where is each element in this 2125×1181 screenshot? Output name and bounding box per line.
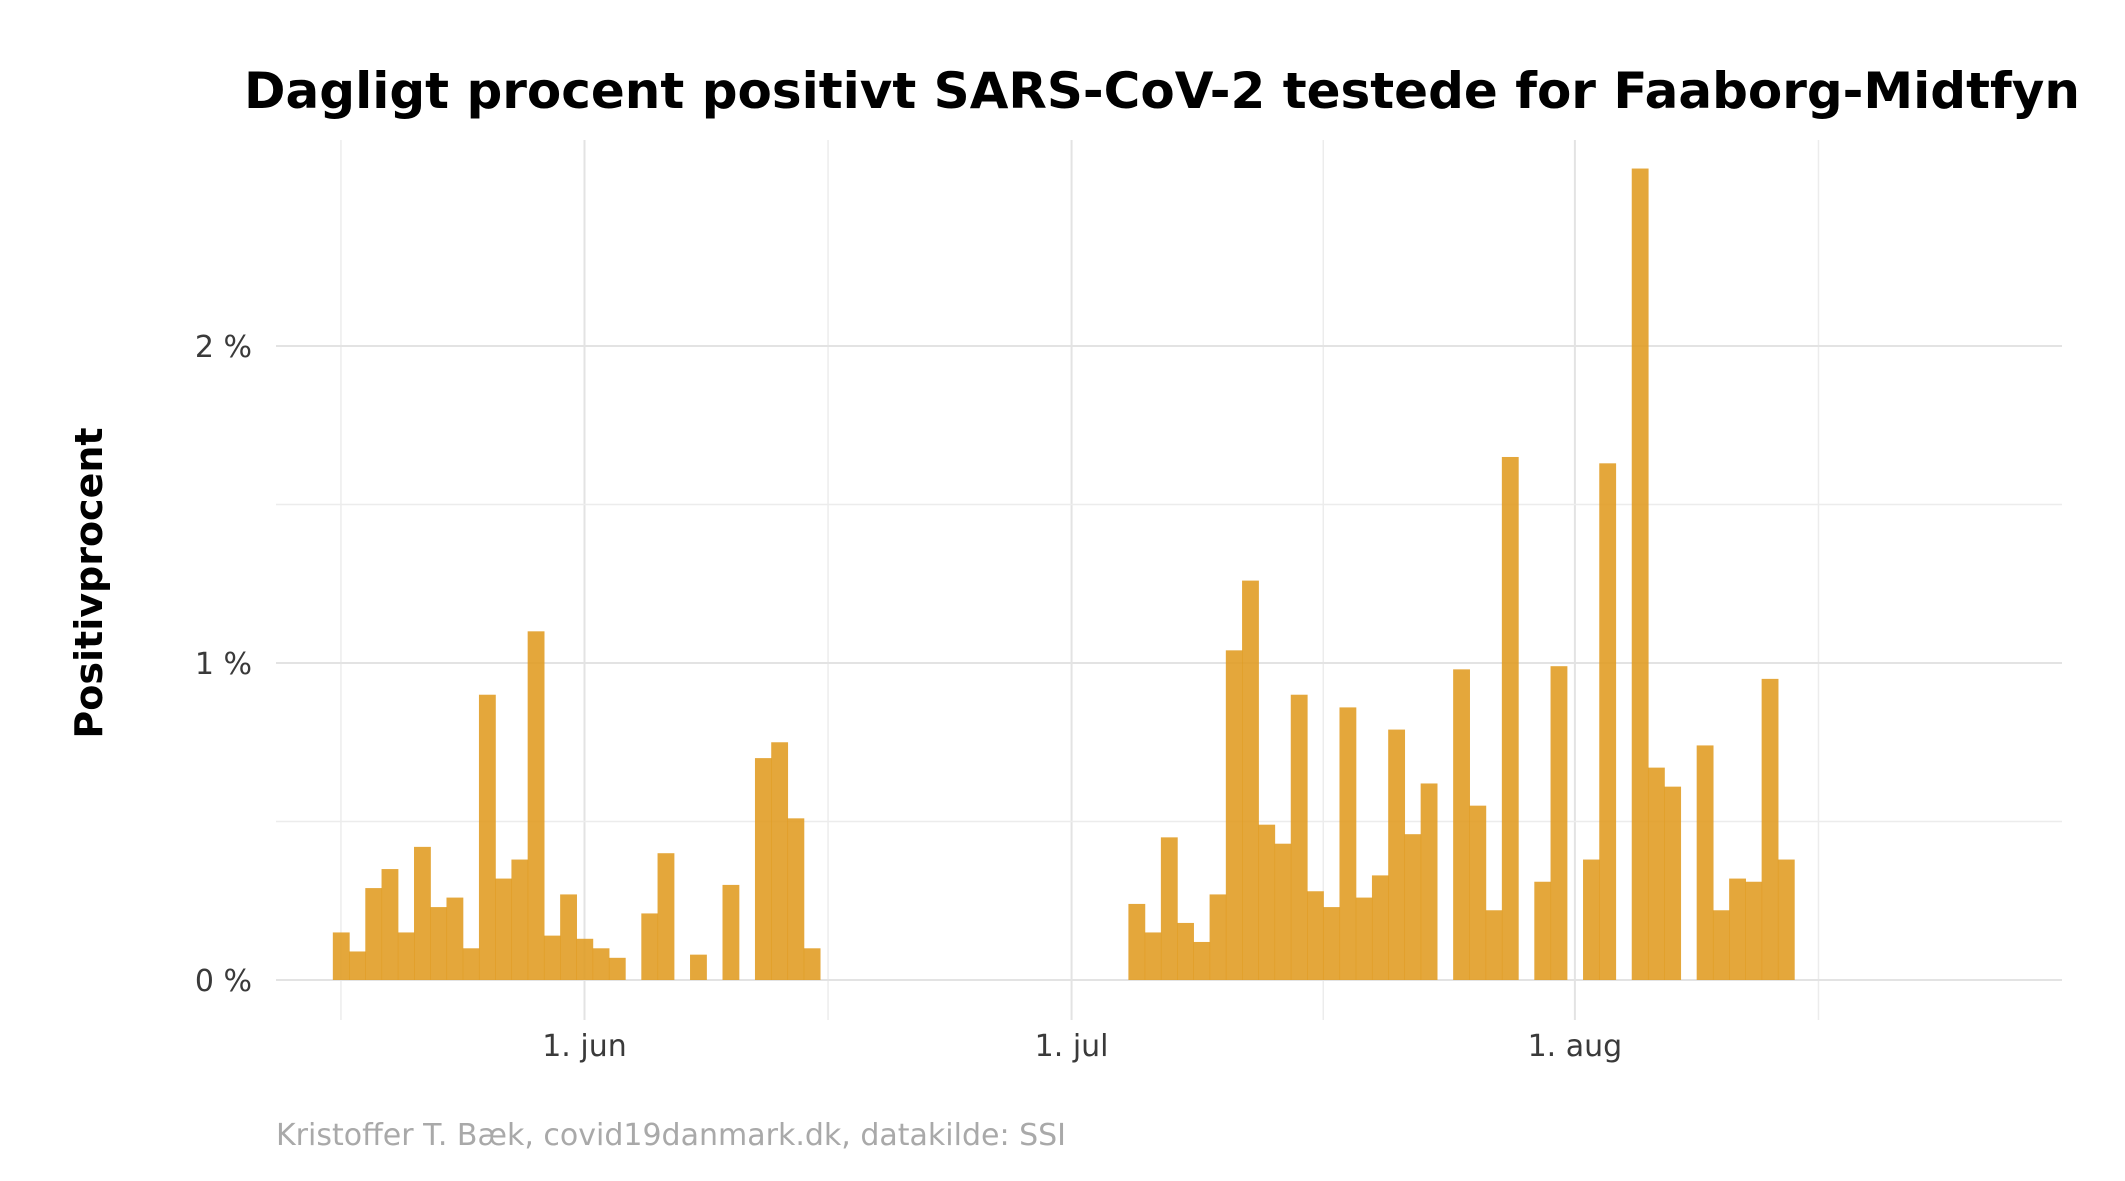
bar	[722, 884, 740, 980]
bar	[754, 758, 772, 980]
bar	[1160, 837, 1178, 980]
y-tick-label: 2 %	[195, 330, 252, 365]
bar	[1550, 666, 1568, 980]
bar	[1323, 907, 1341, 980]
bar	[543, 935, 561, 980]
bar	[1290, 694, 1308, 980]
bar	[1469, 805, 1487, 980]
bar	[1307, 891, 1324, 980]
bar	[365, 888, 383, 980]
bar	[1274, 843, 1292, 980]
bar	[608, 957, 626, 980]
bar	[1404, 834, 1422, 980]
bar	[1599, 463, 1617, 980]
bar	[1339, 707, 1357, 980]
bar	[1177, 922, 1194, 980]
bar	[1420, 783, 1438, 980]
bar	[1355, 897, 1373, 980]
bar-series	[332, 168, 1795, 981]
bar	[1388, 729, 1406, 980]
bar	[771, 742, 789, 980]
bar	[1209, 894, 1227, 980]
bar	[803, 948, 821, 980]
bar	[1193, 941, 1211, 980]
y-tick-label: 1 %	[195, 647, 252, 682]
bar	[1453, 669, 1470, 980]
bar	[349, 951, 366, 980]
bar	[414, 846, 431, 980]
bar	[592, 948, 610, 980]
bar	[381, 869, 399, 980]
bar	[1729, 878, 1746, 980]
bar	[1583, 859, 1600, 980]
bar	[478, 694, 496, 980]
y-axis-ticks: 0 % 1 % 2 %	[195, 330, 252, 999]
bar	[560, 894, 577, 980]
bar	[1534, 881, 1552, 980]
bar	[1631, 168, 1649, 980]
bar	[1777, 859, 1795, 980]
bar	[1647, 767, 1665, 980]
bar	[1761, 678, 1779, 980]
bar	[657, 853, 675, 980]
x-tick-label: 1. aug	[1528, 1029, 1623, 1064]
bar	[1485, 910, 1503, 980]
chart-caption: Kristoffer T. Bæk, covid19danmark.dk, da…	[276, 1118, 1066, 1153]
chart-title: Dagligt procent positivt SARS-CoV-2 test…	[244, 62, 2080, 120]
bar	[1144, 932, 1162, 980]
bar	[1128, 903, 1146, 980]
bar	[332, 932, 350, 980]
bar	[1242, 580, 1259, 980]
bar	[1501, 456, 1519, 981]
bar	[576, 938, 594, 980]
bar	[1696, 745, 1714, 980]
x-tick-label: 1. jul	[1035, 1029, 1109, 1064]
bar	[1745, 881, 1763, 980]
bar	[511, 859, 529, 980]
bar	[1371, 875, 1389, 980]
bar	[430, 907, 448, 980]
bar	[690, 954, 707, 980]
bar	[446, 897, 464, 980]
bar	[462, 948, 480, 980]
y-axis-label: Positivprocent	[67, 427, 111, 738]
bar	[1225, 650, 1243, 980]
bar	[1712, 910, 1730, 980]
x-axis-ticks: 1. jun 1. jul 1. aug	[542, 1029, 1622, 1064]
bar	[787, 818, 805, 980]
bar	[495, 878, 513, 980]
bar	[527, 631, 545, 980]
bar	[641, 913, 659, 980]
bar	[1664, 786, 1682, 980]
y-tick-label: 0 %	[195, 964, 252, 999]
bar	[1258, 824, 1276, 980]
x-tick-label: 1. jun	[542, 1029, 627, 1064]
gridlines	[276, 140, 2062, 1020]
bar	[397, 932, 415, 980]
